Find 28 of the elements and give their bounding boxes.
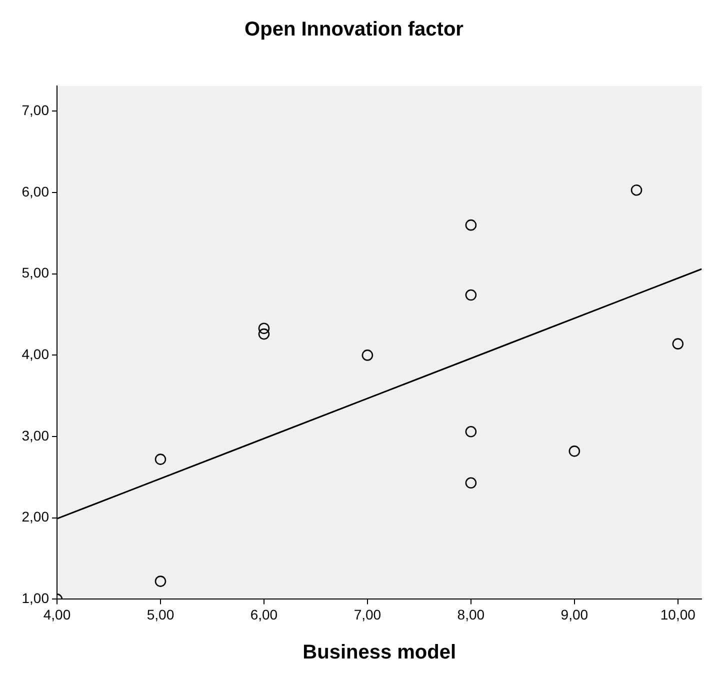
x-tick-label: 8,00 [457,606,485,622]
y-tick-label: 7,00 [22,102,50,118]
point [362,350,374,361]
x-tick-label: 7,00 [354,606,382,622]
x-tick-label: 9,00 [560,606,588,622]
point [465,426,477,438]
y-tick-label: 3,00 [22,427,50,444]
point [465,219,477,231]
y-tick-label: 1,00 [22,590,50,606]
x-tick-label: 4,00 [43,606,71,622]
point [568,446,580,457]
y-tick-label: 4,00 [22,346,50,362]
point [154,576,166,587]
point [672,338,684,350]
point [258,322,270,334]
chart-title: Open Innovation factor [244,18,464,41]
point [154,454,166,465]
x-tick-label: 5,00 [146,606,174,622]
y-tick-label: 2,00 [22,508,50,525]
y-tick-label: 6,00 [22,183,50,200]
point [258,328,270,340]
point [465,289,477,301]
y-tick-label: 5,00 [22,264,50,281]
x-axis-title: Business model [302,642,456,664]
point [630,184,642,196]
x-tick-label: 10,00 [660,606,696,622]
x-tick-label: 6,00 [250,606,278,622]
point [465,477,477,489]
